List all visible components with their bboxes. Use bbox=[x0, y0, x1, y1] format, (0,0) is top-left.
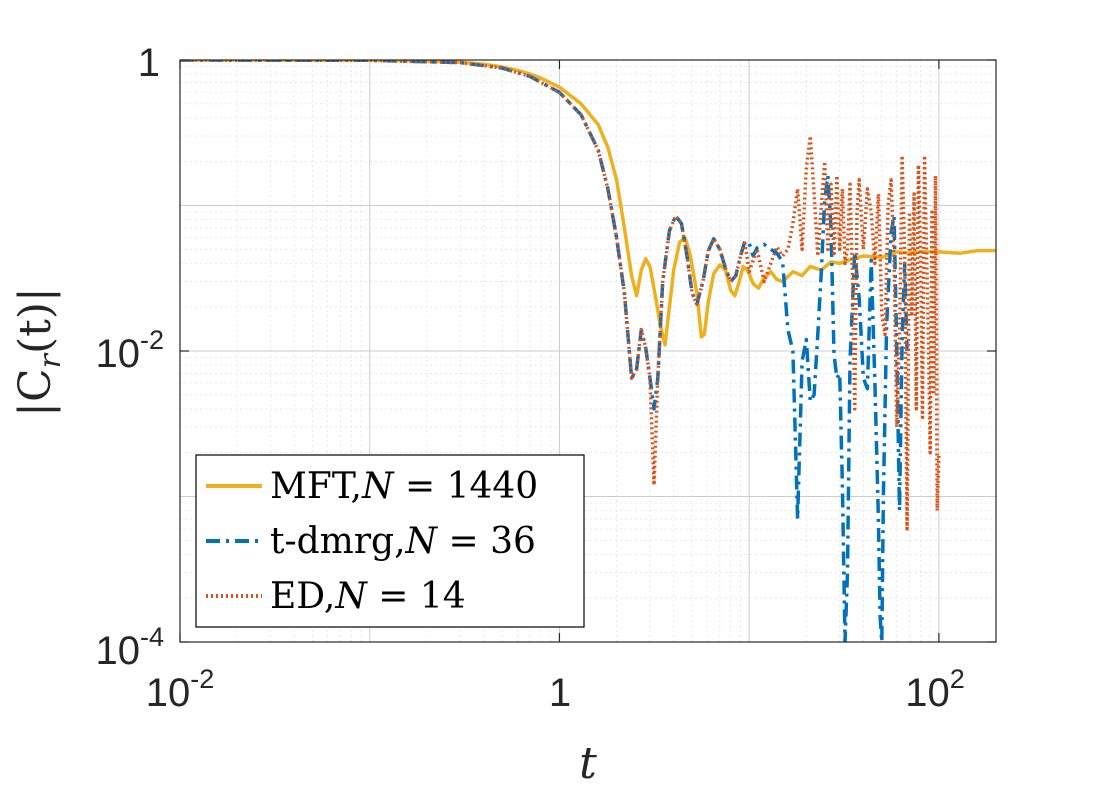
legend-entry-ed: ED,N = 14 bbox=[270, 576, 466, 617]
legend: MFT,N = 1440 t-dmrg,N = 36 ED,N = 14 bbox=[195, 454, 585, 628]
x-axis-label: t bbox=[579, 738, 597, 789]
x-tick-label-1: 1 bbox=[549, 671, 571, 715]
y-tick-label-0: 1 bbox=[138, 41, 160, 85]
x-tick-label-2: 102 bbox=[905, 664, 965, 715]
y-axis-label: |Cr(t)| bbox=[10, 287, 68, 417]
x-tick-label-0: 10-2 bbox=[146, 664, 215, 715]
legend-entry-mft: MFT,N = 1440 bbox=[270, 466, 538, 507]
series-line-2 bbox=[180, 60, 941, 531]
axes-frame bbox=[179, 59, 997, 643]
series-line-0 bbox=[180, 60, 996, 347]
legend-entry-tdmrg: t-dmrg,N = 36 bbox=[270, 521, 536, 562]
y-tick-label-1: 10-2 bbox=[95, 325, 164, 376]
y-tick-label-2: 10-4 bbox=[95, 622, 164, 673]
series-layer bbox=[180, 60, 996, 642]
legend-box bbox=[195, 454, 585, 628]
series-line-1 bbox=[180, 60, 909, 642]
